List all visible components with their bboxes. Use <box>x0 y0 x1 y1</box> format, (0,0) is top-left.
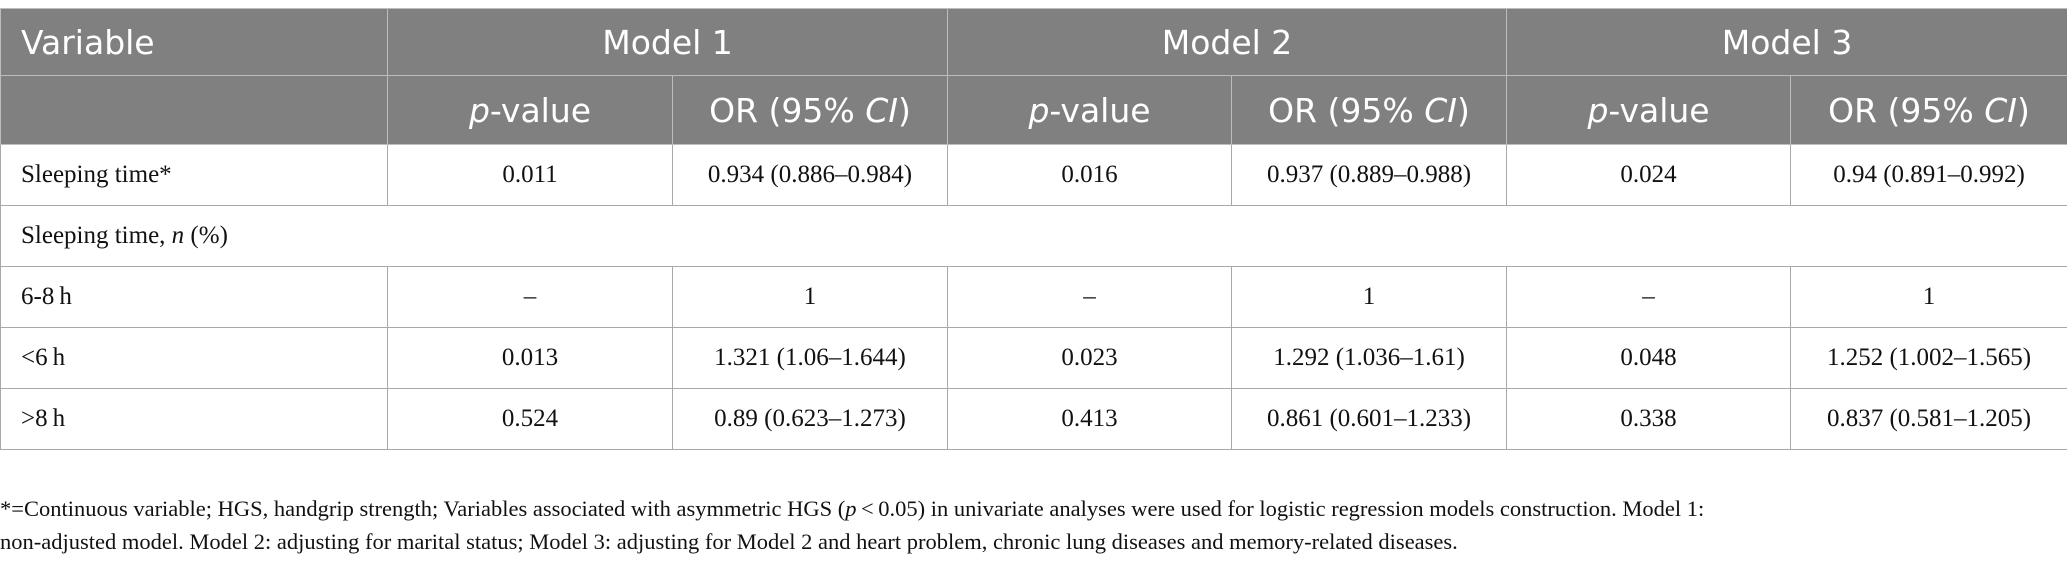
table-footnote: *=Continuous variable; HGS, handgrip str… <box>0 492 2060 558</box>
cell-p-value: 0.338 <box>1506 388 1792 450</box>
cell-or-ci: 1 <box>1231 266 1508 328</box>
cell-or-ci: 0.861 (0.601–1.233) <box>1231 388 1508 450</box>
cell-or-ci: 0.94 (0.891–0.992) <box>1790 144 2067 206</box>
header-model-1: Model 1 <box>386 8 949 76</box>
cell-or-ci: 1 <box>1790 266 2067 328</box>
table-header: Variable Model 1 Model 2 Model 3 p-value… <box>0 8 2067 145</box>
row-label: 6-8 h <box>0 266 388 328</box>
cell-or-ci: 0.937 (0.889–0.988) <box>1231 144 1508 206</box>
header-or-ci: OR (95% CI) <box>1231 75 1508 145</box>
cell-p-value: 0.023 <box>947 327 1233 389</box>
header-p-value: p-value <box>387 75 673 145</box>
table-row: <6 h 0.013 1.321 (1.06–1.644) 0.023 1.29… <box>0 327 2067 389</box>
section-label: Sleeping time, n (%) <box>0 205 2067 267</box>
cell-or-ci: 0.837 (0.581–1.205) <box>1790 388 2067 450</box>
header-row-models: Variable Model 1 Model 2 Model 3 <box>0 8 2067 76</box>
cell-p-value: 0.024 <box>1506 144 1792 206</box>
cell-p-value: 0.011 <box>387 144 673 206</box>
cell-p-value: 0.524 <box>387 388 673 450</box>
header-row-stats: p-value OR (95% CI) p-value OR (95% CI) … <box>0 75 2067 145</box>
cell-or-ci: 0.934 (0.886–0.984) <box>671 144 949 206</box>
row-label: >8 h <box>0 388 388 450</box>
cell-or-ci: 1.252 (1.002–1.565) <box>1790 327 2067 389</box>
section-row: Sleeping time, n (%) <box>0 205 2067 267</box>
cell-p-value: – <box>387 266 673 328</box>
cell-p-value: 0.016 <box>947 144 1233 206</box>
row-label: <6 h <box>0 327 388 389</box>
regression-table: Variable Model 1 Model 2 Model 3 p-value… <box>0 8 2067 450</box>
cell-p-value: 0.013 <box>387 327 673 389</box>
row-label: Sleeping time* <box>0 144 388 206</box>
regression-table-container: Variable Model 1 Model 2 Model 3 p-value… <box>0 8 2067 450</box>
header-empty-cell <box>0 75 388 145</box>
header-p-value: p-value <box>947 75 1233 145</box>
table-row: >8 h 0.524 0.89 (0.623–1.273) 0.413 0.86… <box>0 388 2067 450</box>
cell-p-value: 0.048 <box>1506 327 1792 389</box>
cell-or-ci: 0.89 (0.623–1.273) <box>671 388 949 450</box>
cell-p-value: 0.413 <box>947 388 1233 450</box>
header-or-ci: OR (95% CI) <box>1790 75 2067 145</box>
footnote-line-2: non-adjusted model. Model 2: adjusting f… <box>0 529 1458 554</box>
cell-p-value: – <box>947 266 1233 328</box>
cell-p-value: – <box>1506 266 1792 328</box>
footnote-line-1: *=Continuous variable; HGS, handgrip str… <box>0 496 1705 521</box>
cell-or-ci: 1 <box>671 266 949 328</box>
header-model-3: Model 3 <box>1506 8 2067 76</box>
header-variable: Variable <box>0 8 388 76</box>
table-row: 6-8 h – 1 – 1 – 1 <box>0 266 2067 328</box>
cell-or-ci: 1.292 (1.036–1.61) <box>1231 327 1508 389</box>
cell-or-ci: 1.321 (1.06–1.644) <box>671 327 949 389</box>
header-or-ci: OR (95% CI) <box>671 75 949 145</box>
table-body: Sleeping time* 0.011 0.934 (0.886–0.984)… <box>0 144 2067 450</box>
table-row: Sleeping time* 0.011 0.934 (0.886–0.984)… <box>0 144 2067 206</box>
header-p-value: p-value <box>1506 75 1792 145</box>
header-model-2: Model 2 <box>947 8 1508 76</box>
